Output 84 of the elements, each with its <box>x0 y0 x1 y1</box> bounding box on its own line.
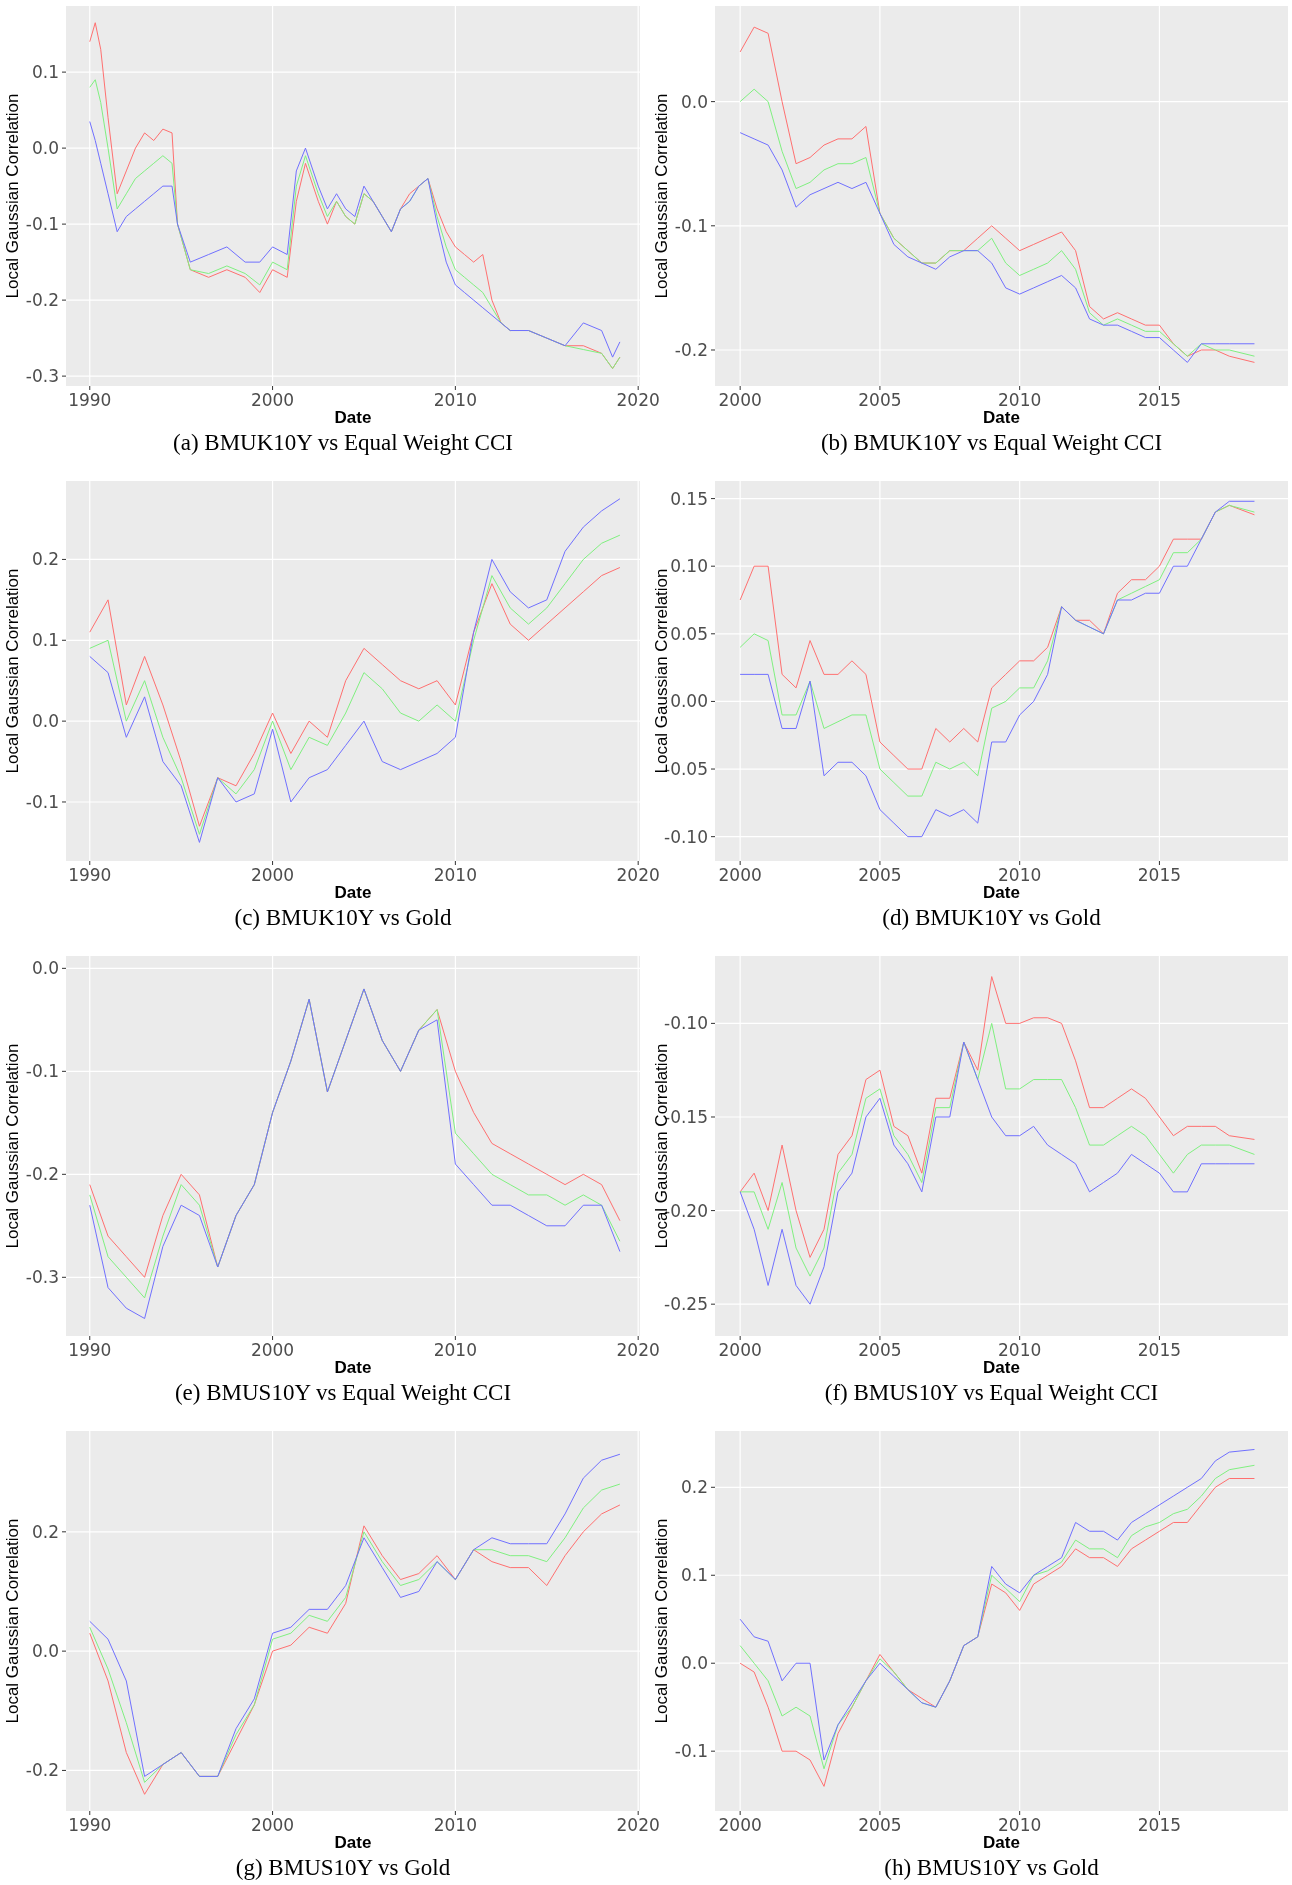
y-tick-label: 0.2 <box>680 1477 708 1498</box>
x-tick-label: 2005 <box>858 1340 902 1360</box>
y-tick-label: 0.0 <box>31 138 59 159</box>
x-tick-label: 2010 <box>998 1815 1042 1835</box>
x-tick-label: 1990 <box>68 865 112 885</box>
x-tick-label: 2000 <box>250 390 295 410</box>
x-tick-label: 2000 <box>718 1340 762 1360</box>
x-axis-title: Date <box>334 883 372 902</box>
y-axis-title: Local Gaussian Correlation <box>3 1518 22 1724</box>
x-tick-label: 1990 <box>68 1815 112 1835</box>
x-tick-label: 2015 <box>1137 1815 1182 1835</box>
x-tick-label: 2000 <box>718 1815 762 1835</box>
text: (a) BMUK10Y vs Equal Weight CCI <box>173 430 513 455</box>
y-axis-title: Local Gaussian Correlation <box>652 93 671 299</box>
text: (f) BMUS10Y vs Equal Weight CCI <box>824 1380 1159 1405</box>
y-tick-label: 0.0 <box>680 1653 708 1674</box>
x-tick-label: 2020 <box>616 1815 660 1835</box>
x-tick-label: 2015 <box>1137 865 1182 885</box>
x-axis-title: Date <box>983 408 1020 427</box>
y-tick-label: -0.1 <box>25 1061 59 1082</box>
y-tick-label: 0.0 <box>31 711 59 732</box>
x-tick-label: 2005 <box>858 390 902 410</box>
y-axis-title: Local Gaussian Correlation <box>652 1518 671 1724</box>
y-tick-label: -0.2 <box>25 290 59 311</box>
y-tick-label: -0.10 <box>664 826 708 847</box>
x-tick-label: 1990 <box>68 1340 112 1360</box>
y-axis-title: Local Gaussian Correlation <box>3 568 22 774</box>
text: (c) BMUK10Y vs Gold <box>234 905 452 930</box>
y-tick-label: 0.0 <box>31 958 59 979</box>
x-tick-label: 2010 <box>998 865 1042 885</box>
y-tick-label: 0.10 <box>670 556 708 577</box>
y-tick-label: 0.1 <box>680 1565 708 1586</box>
x-tick-label: 1990 <box>68 390 112 410</box>
text: (h) BMUS10Y vs Gold <box>884 1855 1100 1880</box>
text: (e) BMUS10Y vs Equal Weight CCI <box>174 1380 512 1405</box>
x-tick-label: 2020 <box>616 865 660 885</box>
x-tick-label: 2020 <box>616 390 660 410</box>
y-axis-title: Local Gaussian Correlation <box>3 93 22 299</box>
y-tick-label: 0.0 <box>31 1641 59 1662</box>
x-tick-label: 2015 <box>1137 390 1182 410</box>
x-tick-label: 2000 <box>718 865 762 885</box>
y-tick-label: -0.2 <box>674 339 708 360</box>
x-tick-label: 2000 <box>250 865 295 885</box>
x-axis-title: Date <box>983 1358 1020 1377</box>
y-tick-label: 0.1 <box>31 630 59 651</box>
x-tick-label: 2010 <box>433 390 477 410</box>
x-axis-title: Date <box>983 883 1020 902</box>
x-tick-label: 2010 <box>433 1815 477 1835</box>
y-tick-label: -0.1 <box>674 215 708 236</box>
x-axis-title: Date <box>334 1358 372 1377</box>
y-tick-label: -0.10 <box>664 1013 708 1034</box>
y-tick-label: 0.0 <box>680 91 708 112</box>
x-tick-label: 2015 <box>1137 1340 1182 1360</box>
y-tick-label: -0.2 <box>25 1164 59 1185</box>
x-tick-label: 2000 <box>250 1815 295 1835</box>
y-axis-title: Local Gaussian Correlation <box>3 1043 22 1249</box>
y-tick-label: -0.2 <box>25 1760 59 1781</box>
y-tick-label: 0.2 <box>31 1521 59 1542</box>
y-tick-label: 0.1 <box>31 62 59 83</box>
y-tick-label: 0.00 <box>670 691 708 712</box>
y-tick-label: -0.3 <box>25 366 59 387</box>
text: (g) BMUS10Y vs Gold <box>235 1855 451 1880</box>
x-tick-label: 2000 <box>250 1340 295 1360</box>
x-tick-label: 2010 <box>998 390 1042 410</box>
x-tick-label: 2005 <box>858 1815 902 1835</box>
y-tick-label: -0.1 <box>25 791 59 812</box>
y-tick-label: 0.15 <box>670 488 708 509</box>
x-tick-label: 2010 <box>998 1340 1042 1360</box>
y-tick-label: -0.3 <box>25 1267 59 1288</box>
text: (b) BMUK10Y vs Equal Weight CCI <box>820 430 1163 455</box>
x-tick-label: 2010 <box>433 865 477 885</box>
x-axis-title: Date <box>334 408 372 427</box>
x-tick-label: 2000 <box>718 390 762 410</box>
y-tick-label: 0.2 <box>31 549 59 570</box>
x-tick-label: 2010 <box>433 1340 477 1360</box>
x-tick-label: 2020 <box>616 1340 660 1360</box>
x-axis-title: Date <box>983 1833 1020 1852</box>
y-tick-label: 0.05 <box>670 623 708 644</box>
y-tick-label: -0.1 <box>25 214 59 235</box>
y-tick-label: -0.1 <box>674 1741 708 1762</box>
x-tick-label: 2005 <box>858 865 902 885</box>
x-axis-title: Date <box>334 1833 372 1852</box>
text: (d) BMUK10Y vs Gold <box>882 905 1102 930</box>
y-tick-label: -0.25 <box>664 1294 708 1315</box>
